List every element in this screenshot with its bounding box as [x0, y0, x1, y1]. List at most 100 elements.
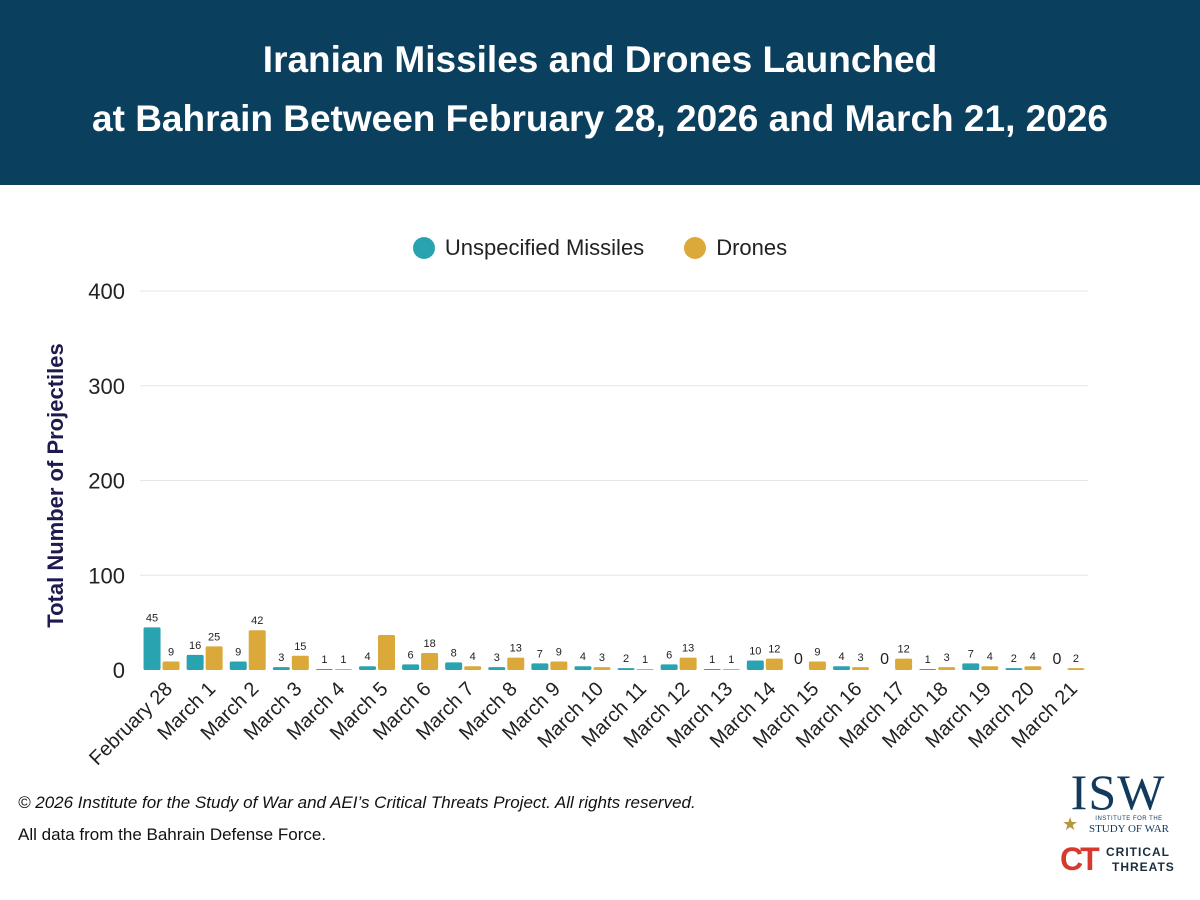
y-tick-label-0: 0 [113, 658, 125, 683]
bar-drones-21 [1067, 668, 1085, 670]
data-label-drones-11: 1 [642, 654, 648, 666]
legend-dot-drones [684, 237, 707, 259]
data-label-missiles-11: 2 [623, 653, 629, 665]
bar-drones-2 [248, 630, 266, 670]
data-label-drones-7: 4 [470, 651, 476, 663]
bar-drones-8 [507, 657, 525, 670]
legend-dot-missiles [412, 237, 435, 259]
data-label-drones-20: 4 [1030, 651, 1036, 663]
isw-logo: ISW ★ INSTITUTE FOR THE STUDY OF WAR [1058, 766, 1178, 836]
bar-drones-0 [162, 661, 180, 670]
data-label-drones-8: 13 [510, 643, 522, 655]
bar-missiles-2 [229, 661, 247, 670]
bar-missiles-3 [272, 667, 290, 670]
data-source-note: All data from the Bahrain Defense Force. [18, 825, 327, 844]
data-label-missiles-2: 9 [235, 646, 241, 658]
bar-missiles-1 [186, 654, 204, 670]
ct-logo-word-threats: THREATS [1112, 860, 1175, 874]
data-label-missiles-5: 4 [364, 651, 370, 663]
bar-drones-4 [334, 669, 352, 670]
legend-item-drones: Drones [684, 235, 787, 261]
chart-legend: Unspecified Missiles Drones [0, 233, 1200, 263]
data-label-missiles-6: 6 [408, 649, 414, 661]
data-label-missiles-21: 0 [1053, 651, 1062, 668]
bar-drones-15 [808, 661, 826, 670]
bar-drones-20 [1024, 666, 1042, 670]
data-label-drones-21: 2 [1073, 653, 1079, 665]
y-tick-label-200: 200 [88, 469, 125, 494]
bar-drones-3 [291, 655, 309, 670]
bar-drones-11 [636, 669, 654, 670]
chart-title-line2: at Bahrain Between February 28, 2026 and… [92, 98, 1108, 139]
bar-missiles-8 [488, 667, 506, 670]
y-tick-label-100: 100 [88, 563, 125, 588]
data-label-drones-9: 9 [556, 646, 562, 658]
data-label-drones-0: 9 [168, 646, 174, 658]
bar-drones-13 [722, 669, 740, 670]
bar-missiles-7 [445, 662, 463, 670]
copyright-notice: © 2026 Institute for the Study of War an… [18, 793, 696, 812]
y-tick-label-300: 300 [88, 374, 125, 399]
legend-label-missiles: Unspecified Missiles [444, 235, 645, 260]
data-label-missiles-15: 0 [794, 651, 803, 668]
data-label-missiles-17: 0 [880, 651, 889, 668]
data-label-drones-18: 3 [944, 652, 950, 664]
chart-title-line1: Iranian Missiles and Drones Launched [262, 39, 938, 80]
bar-drones-7 [464, 666, 482, 670]
data-label-missiles-12: 6 [666, 649, 672, 661]
bar-drones-12 [679, 657, 697, 670]
data-label-missiles-4: 1 [321, 654, 327, 666]
bar-drones-17 [895, 658, 913, 670]
bar-missiles-5 [359, 666, 376, 670]
star-icon: ★ [1062, 814, 1079, 834]
bar-drones-19 [981, 666, 999, 670]
bar-drones-6 [421, 652, 439, 670]
data-label-missiles-1: 16 [189, 640, 201, 652]
data-label-missiles-16: 4 [838, 651, 844, 663]
data-label-drones-12: 13 [682, 643, 694, 655]
bar-missiles-16 [833, 666, 850, 670]
data-label-drones-1: 25 [208, 631, 220, 643]
data-label-drones-16: 3 [857, 652, 863, 664]
isw-logo-subtitle: STUDY OF WAR [1088, 823, 1170, 835]
y-axis-title: Total Number of Projectiles [43, 343, 68, 627]
bar-drones-16 [852, 667, 869, 670]
bar-drones-9 [550, 661, 568, 670]
legend-label-drones: Drones [716, 235, 788, 260]
data-label-drones-17: 12 [897, 644, 909, 656]
data-label-drones-6: 18 [423, 638, 435, 650]
data-label-drones-4: 1 [340, 654, 346, 666]
bar-missiles-18 [919, 669, 937, 670]
bar-drones-10 [593, 667, 611, 670]
ct-logo-word-critical: CRITICAL [1106, 845, 1170, 859]
isw-logo-subtitle-top: INSTITUTE FOR THE [1095, 816, 1163, 822]
bar-drones-18 [938, 667, 956, 670]
data-label-missiles-0: 45 [146, 612, 158, 624]
data-label-drones-13: 1 [728, 654, 734, 666]
data-label-drones-10: 3 [599, 652, 605, 664]
bar-drones-5 [378, 634, 395, 670]
data-label-missiles-18: 1 [925, 654, 931, 666]
data-label-missiles-7: 8 [451, 647, 457, 659]
bar-missiles-12 [660, 664, 678, 670]
data-label-missiles-20: 2 [1011, 653, 1017, 665]
data-label-drones-14: 12 [768, 644, 780, 656]
y-tick-label-400: 400 [88, 279, 125, 304]
bar-missiles-20 [1005, 668, 1023, 670]
data-label-missiles-19: 7 [968, 648, 974, 660]
bar-missiles-4 [315, 669, 333, 670]
title-banner: Iranian Missiles and Drones Launched at … [0, 0, 1200, 185]
data-label-drones-3: 15 [294, 641, 306, 653]
data-label-missiles-10: 4 [580, 651, 586, 663]
bar-missiles-0 [143, 627, 161, 670]
bar-missiles-19 [962, 663, 980, 670]
bar-drones-14 [765, 658, 783, 670]
bar-missiles-6 [402, 664, 420, 670]
data-label-drones-2: 42 [251, 615, 263, 627]
bar-missiles-14 [746, 660, 764, 670]
data-label-missiles-8: 3 [494, 652, 500, 664]
critical-threats-logo: CT CRITICAL THREATS [1060, 842, 1180, 876]
data-label-missiles-13: 1 [709, 654, 715, 666]
isw-logo-letters: ISW [1070, 764, 1166, 820]
